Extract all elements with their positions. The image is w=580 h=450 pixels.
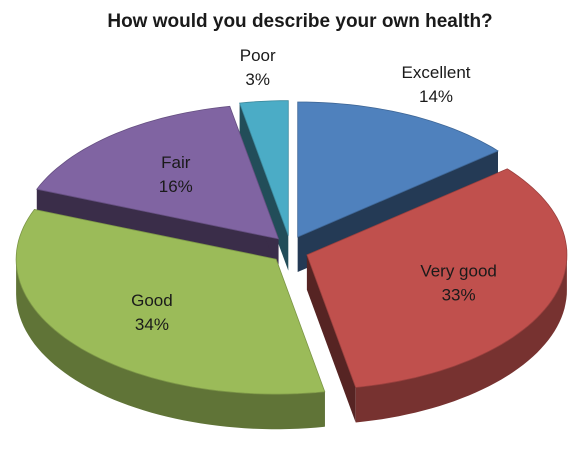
slice-side [239,103,289,271]
slice-label: Poor [240,46,276,65]
slice-label: Very good [420,262,497,281]
slice-label: Fair [161,153,191,172]
pie-slice [239,100,289,236]
slice-label: Good [131,291,173,310]
slice-label: Excellent [402,63,471,82]
slice-value-label: 3% [245,70,270,89]
chart-title: How would you describe your own health? [107,11,492,32]
pie-slice [306,168,568,388]
slice-side [355,254,567,423]
slice-side [16,259,325,430]
slice-value-label: 16% [159,177,193,196]
slice-value-label: 33% [442,286,476,305]
slice-side [306,254,356,423]
slice-value-label: 34% [135,315,169,334]
pie-slice [15,209,326,395]
pie-slice [36,105,280,240]
slice-value-label: 14% [419,87,453,106]
pie-slice [297,101,499,238]
